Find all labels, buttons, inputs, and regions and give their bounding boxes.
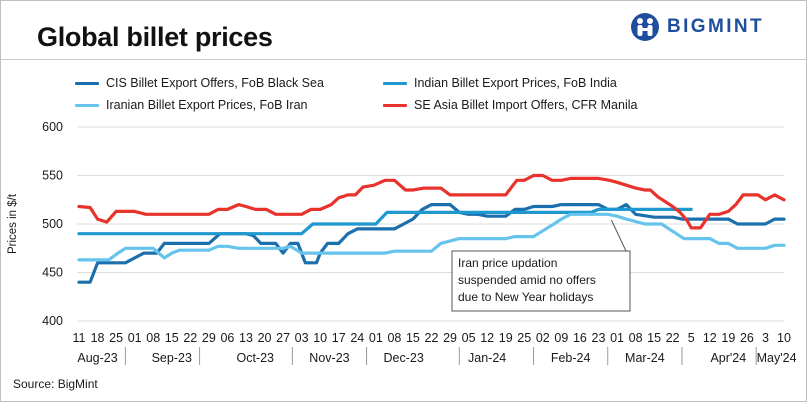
x-tick-label: 23 bbox=[592, 331, 606, 345]
x-tick-label: 06 bbox=[220, 331, 234, 345]
x-month-label: Jan-24 bbox=[468, 351, 506, 365]
legend-item-sea: SE Asia Billet Import Offers, CFR Manila bbox=[383, 97, 637, 113]
legend-item-india: Indian Billet Export Prices, FoB India bbox=[383, 75, 617, 91]
x-tick-label: 15 bbox=[406, 331, 420, 345]
bigmint-logo-icon bbox=[631, 13, 659, 41]
x-month-label: Oct-23 bbox=[236, 351, 274, 365]
x-tick-label: 08 bbox=[146, 331, 160, 345]
annotation-arrow bbox=[611, 219, 627, 252]
x-tick-label: 22 bbox=[425, 331, 439, 345]
page-title: Global billet prices bbox=[37, 22, 273, 52]
x-tick-label: 02 bbox=[536, 331, 550, 345]
x-tick-label: 08 bbox=[387, 331, 401, 345]
x-tick-label: 5 bbox=[688, 331, 695, 345]
x-tick-label: 03 bbox=[295, 331, 309, 345]
y-tick-label: 600 bbox=[42, 120, 63, 134]
x-tick-label: 10 bbox=[777, 331, 791, 345]
x-tick-label: 15 bbox=[647, 331, 661, 345]
legend-swatch-cis bbox=[75, 81, 99, 85]
series-line-0 bbox=[77, 203, 786, 284]
legend-item-iran: Iranian Billet Export Prices, FoB Iran bbox=[75, 97, 307, 113]
x-tick-label: 20 bbox=[258, 331, 272, 345]
x-tick-label: 10 bbox=[313, 331, 327, 345]
x-tick-label: 11 bbox=[73, 331, 86, 345]
x-month-label: Dec-23 bbox=[384, 351, 424, 365]
x-month-label: Feb-24 bbox=[551, 351, 591, 365]
annotation-text: Iran price updation bbox=[458, 256, 557, 270]
annotation-text: due to New Year holidays bbox=[458, 290, 593, 304]
brand-logo: BIGMINT bbox=[630, 10, 764, 44]
x-tick-label: 22 bbox=[183, 331, 197, 345]
x-tick-label: 12 bbox=[480, 331, 494, 345]
x-month-label: Apr'24 bbox=[710, 351, 746, 365]
x-tick-label: 13 bbox=[239, 331, 253, 345]
annotation-box bbox=[451, 250, 631, 312]
brand-name: BIGMINT bbox=[667, 16, 765, 37]
x-tick-label: 08 bbox=[629, 331, 643, 345]
x-tick-label: 12 bbox=[703, 331, 717, 345]
x-tick-label: 27 bbox=[276, 331, 290, 345]
x-tick-label: 09 bbox=[554, 331, 568, 345]
x-month-label: May'24 bbox=[757, 351, 797, 365]
x-tick-label: 3 bbox=[762, 331, 769, 345]
y-tick-label: 400 bbox=[42, 314, 63, 328]
legend-swatch-india bbox=[383, 81, 407, 85]
x-tick-label: 29 bbox=[443, 331, 457, 345]
y-tick-label: 500 bbox=[42, 217, 63, 231]
x-tick-label: 22 bbox=[666, 331, 680, 345]
x-tick-label: 05 bbox=[462, 331, 476, 345]
x-month-label: Sep-23 bbox=[152, 351, 192, 365]
x-tick-label: 01 bbox=[369, 331, 383, 345]
x-tick-label: 19 bbox=[721, 331, 735, 345]
legend-label-cis: CIS Billet Export Offers, FoB Black Sea bbox=[106, 76, 324, 90]
y-tick-label: 550 bbox=[42, 169, 63, 183]
legend-label-sea: SE Asia Billet Import Offers, CFR Manila bbox=[414, 98, 638, 112]
x-tick-label: 25 bbox=[109, 331, 123, 345]
x-tick-label: 29 bbox=[202, 331, 216, 345]
x-tick-label: 15 bbox=[165, 331, 179, 345]
y-tick-label: 450 bbox=[42, 266, 63, 280]
annotation-text: suspended amid no offers bbox=[458, 273, 596, 287]
x-tick-label: 01 bbox=[128, 331, 142, 345]
x-tick-label: 17 bbox=[332, 331, 346, 345]
x-month-label: Nov-23 bbox=[309, 351, 349, 365]
legend-swatch-iran bbox=[75, 103, 99, 107]
legend-item-cis: CIS Billet Export Offers, FoB Black Sea bbox=[75, 75, 324, 91]
x-month-label: Mar-24 bbox=[625, 351, 665, 365]
x-tick-label: 19 bbox=[499, 331, 513, 345]
x-tick-label: 25 bbox=[517, 331, 531, 345]
x-month-label: Aug-23 bbox=[77, 351, 117, 365]
series-line-2 bbox=[77, 212, 786, 262]
header-divider bbox=[0, 59, 807, 60]
series-line-3 bbox=[77, 173, 786, 230]
legend-label-india: Indian Billet Export Prices, FoB India bbox=[414, 76, 617, 90]
x-tick-label: 24 bbox=[350, 331, 364, 345]
x-tick-label: 18 bbox=[91, 331, 105, 345]
legend-label-iran: Iranian Billet Export Prices, FoB Iran bbox=[106, 98, 308, 112]
x-tick-label: 16 bbox=[573, 331, 587, 345]
source-note: Source: BigMint bbox=[13, 377, 98, 391]
x-tick-label: 01 bbox=[610, 331, 624, 345]
legend-swatch-sea bbox=[383, 103, 407, 107]
series-line-1 bbox=[77, 207, 693, 236]
x-tick-label: 26 bbox=[740, 331, 754, 345]
